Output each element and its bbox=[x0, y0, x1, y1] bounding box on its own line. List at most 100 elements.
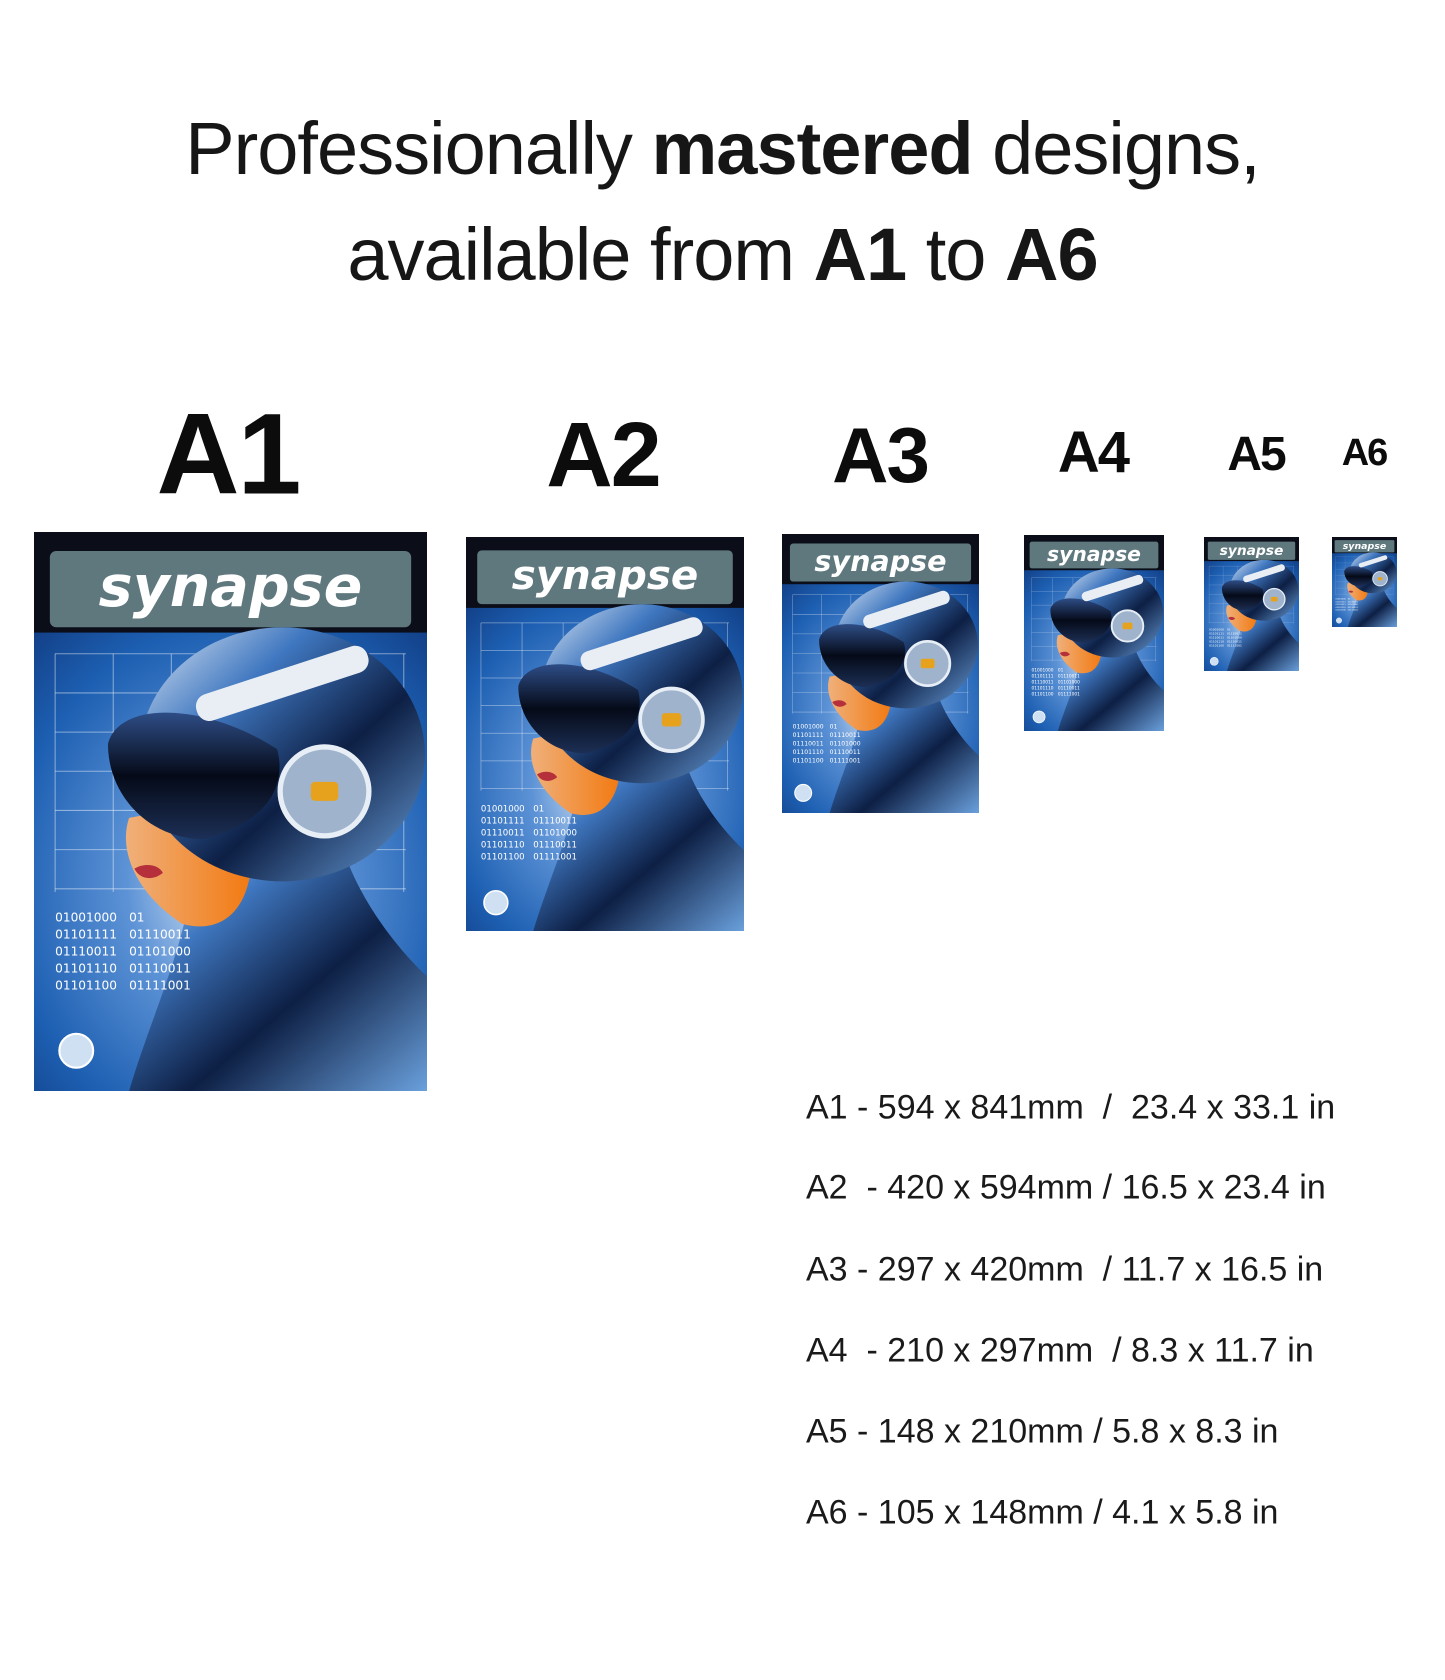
poster-binary: 01110011 bbox=[1227, 631, 1242, 635]
poster-title: synapse bbox=[99, 554, 363, 620]
title-box bbox=[789, 543, 972, 582]
text: available from bbox=[347, 213, 814, 296]
poster-binary: 01 bbox=[830, 723, 838, 730]
lips bbox=[1059, 651, 1070, 657]
headline-line-1: Professionally mastered designs, bbox=[0, 112, 1445, 186]
poster-binary: 01001000 bbox=[793, 723, 824, 730]
title-box bbox=[1207, 541, 1296, 560]
poster-globe bbox=[794, 783, 813, 802]
poster-binary: 01110011 bbox=[533, 840, 577, 850]
ear-light bbox=[1122, 622, 1133, 630]
poster-binary: 01111001 bbox=[1348, 610, 1359, 612]
ear-light bbox=[310, 781, 339, 801]
text: to bbox=[906, 213, 1006, 296]
poster-binary: 01110011 bbox=[1058, 685, 1080, 691]
poster-binary: 01110011 bbox=[1032, 680, 1054, 686]
visor bbox=[819, 624, 906, 688]
title-box bbox=[477, 550, 733, 605]
ear-light bbox=[661, 713, 682, 727]
helmet-band bbox=[195, 645, 369, 721]
poster-binary: 01101110 bbox=[793, 749, 824, 756]
poster-title: synapse bbox=[1047, 542, 1141, 566]
poster-binary: 01101100 bbox=[793, 757, 824, 764]
poster-binary: 01110011 bbox=[830, 749, 861, 756]
helmet-band bbox=[580, 617, 703, 671]
poster: synapse010010000110111101110011011011100… bbox=[1024, 535, 1164, 731]
emphasis: A6 bbox=[1005, 213, 1099, 296]
visor bbox=[1344, 566, 1373, 587]
poster-binary: 01101000 bbox=[129, 944, 191, 958]
poster-binary: 01101100 bbox=[55, 978, 117, 992]
poster-binary: 01110011 bbox=[1335, 604, 1346, 606]
lips bbox=[832, 700, 847, 707]
poster: synapse010010000110111101110011011011100… bbox=[34, 532, 427, 1091]
size-label: A3 bbox=[832, 411, 930, 499]
poster-title: synapse bbox=[1343, 541, 1387, 552]
poster-globe bbox=[58, 1032, 95, 1069]
poster-binary: 01101111 bbox=[793, 732, 824, 739]
poster-binary: 01110011 bbox=[533, 817, 577, 827]
poster-binary: 01111001 bbox=[830, 757, 861, 764]
size-spec: A3 - 297 x 420mm / 11.7 x 16.5 in bbox=[806, 1250, 1324, 1289]
ear-light bbox=[920, 658, 935, 669]
poster-binary: 01101000 bbox=[533, 828, 577, 838]
poster-title: synapse bbox=[1220, 543, 1284, 559]
poster-binary: 01101100 bbox=[1335, 610, 1346, 612]
poster-binary: 01101100 bbox=[1032, 691, 1054, 697]
size-spec: A2 - 420 x 594mm / 16.5 x 23.4 in bbox=[806, 1168, 1326, 1207]
poster-binary: 01101110 bbox=[55, 961, 117, 975]
helmet-band bbox=[1243, 564, 1285, 583]
poster-globe bbox=[1209, 657, 1219, 666]
lips bbox=[1228, 616, 1236, 620]
poster: synapse010010000110111101110011011011100… bbox=[1332, 537, 1397, 627]
poster-globe bbox=[1032, 710, 1046, 724]
size-label: A1 bbox=[156, 390, 301, 519]
helmet-band bbox=[863, 590, 950, 629]
poster-binary: 01110011 bbox=[1348, 601, 1359, 603]
poster-binary: 01110011 bbox=[793, 740, 824, 747]
helmet-band bbox=[1358, 555, 1388, 568]
visor bbox=[1221, 580, 1264, 611]
helmet-band bbox=[1081, 574, 1144, 602]
poster-binary: 01101000 bbox=[1058, 680, 1080, 686]
size-spec: A6 - 105 x 148mm / 4.1 x 5.8 in bbox=[806, 1493, 1279, 1532]
poster-globe bbox=[483, 889, 509, 916]
poster-binary: 01110011 bbox=[1058, 674, 1080, 680]
ear-light bbox=[1270, 596, 1278, 602]
poster-binary: 01101110 bbox=[1032, 685, 1054, 691]
poster-binary: 01110011 bbox=[830, 732, 861, 739]
size-spec: A1 - 594 x 841mm / 23.4 x 33.1 in bbox=[806, 1088, 1336, 1127]
poster-binary: 01101111 bbox=[1335, 601, 1346, 603]
poster-binary: 01001000 bbox=[1209, 627, 1224, 631]
emphasis: mastered bbox=[651, 107, 973, 190]
poster: synapse010010000110111101110011011011100… bbox=[782, 534, 979, 813]
poster-binary: 01110011 bbox=[1227, 640, 1242, 644]
size-spec: A5 - 148 x 210mm / 5.8 x 8.3 in bbox=[806, 1412, 1279, 1451]
poster-binary: 01001000 bbox=[55, 911, 117, 925]
size-label: A4 bbox=[1057, 420, 1130, 485]
lips bbox=[1348, 590, 1354, 593]
poster-binary: 01111001 bbox=[1227, 644, 1242, 648]
poster-binary: 01101110 bbox=[1209, 640, 1224, 644]
poster-binary: 01 bbox=[1227, 627, 1231, 631]
visor bbox=[107, 712, 280, 840]
poster-binary: 01001000 bbox=[1335, 599, 1346, 601]
ear-light bbox=[1377, 577, 1383, 581]
poster-binary: 01101111 bbox=[481, 817, 525, 827]
poster-globe bbox=[1336, 617, 1342, 624]
poster-binary: 01001000 bbox=[481, 805, 525, 815]
poster-binary: 01110011 bbox=[1348, 607, 1359, 609]
poster-binary: 01101100 bbox=[1209, 644, 1224, 648]
poster-binary: 01101111 bbox=[1032, 674, 1054, 680]
poster-binary: 01 bbox=[1058, 668, 1064, 674]
lips bbox=[536, 771, 558, 781]
poster-binary: 01110011 bbox=[129, 961, 191, 975]
headline-line-2: available from A1 to A6 bbox=[0, 218, 1445, 292]
poster-binary: 01 bbox=[129, 911, 144, 925]
size-spec: A4 - 210 x 297mm / 8.3 x 11.7 in bbox=[806, 1331, 1314, 1370]
visor bbox=[1050, 598, 1112, 643]
poster-binary: 01 bbox=[1348, 599, 1351, 601]
text: designs, bbox=[972, 107, 1261, 190]
